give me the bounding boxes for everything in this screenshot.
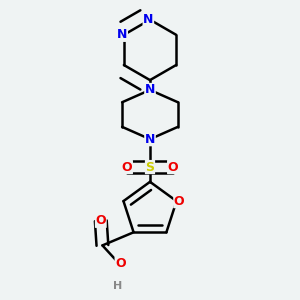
- Text: N: N: [145, 133, 155, 146]
- Text: O: O: [168, 160, 178, 174]
- Text: O: O: [115, 257, 126, 270]
- Text: O: O: [122, 160, 132, 174]
- Text: N: N: [145, 83, 155, 96]
- Text: O: O: [174, 195, 184, 208]
- Text: H: H: [112, 281, 122, 291]
- Text: S: S: [146, 160, 154, 174]
- Text: N: N: [117, 28, 128, 41]
- Text: O: O: [95, 214, 106, 227]
- Text: N: N: [143, 13, 154, 26]
